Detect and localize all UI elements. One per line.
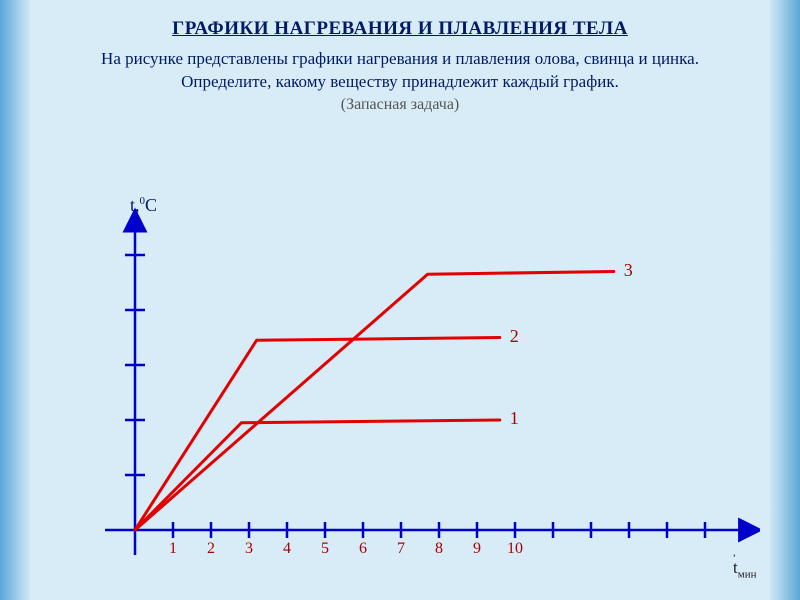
slide-page: ГРАФИКИ НАГРЕВАНИЯ И ПЛАВЛЕНИЯ ТЕЛА На р…: [30, 0, 770, 600]
x-tick-label: 9: [473, 540, 481, 558]
x-tick-label: 6: [359, 540, 367, 558]
chart-svg: [60, 135, 760, 595]
x-tick-label: 5: [321, 540, 329, 558]
x-tick-label: 2: [207, 540, 215, 558]
series-label: 2: [510, 326, 519, 347]
series-label: 1: [510, 408, 519, 429]
x-tick-label: 8: [435, 540, 443, 558]
x-tick-label: 7: [397, 540, 405, 558]
chart-note: (Запасная задача): [30, 94, 770, 114]
x-tick-label: 1: [169, 540, 177, 558]
chart-subtitle: На рисунке представлены графики нагреван…: [30, 40, 770, 94]
chart-title: ГРАФИКИ НАГРЕВАНИЯ И ПЛАВЛЕНИЯ ТЕЛА: [30, 0, 770, 40]
x-tick-label: 4: [283, 540, 291, 558]
series-label: 3: [624, 260, 633, 281]
heating-melting-chart: t,0С 1 2 3 4 5 6 7 8 9 10 1 2 3 , tмин: [60, 135, 760, 595]
y-axis-label: t,0С: [130, 195, 157, 216]
x-tick-label: 3: [245, 540, 253, 558]
x-axis-label: , tмин: [733, 536, 760, 581]
x-tick-label: 10: [507, 540, 523, 558]
